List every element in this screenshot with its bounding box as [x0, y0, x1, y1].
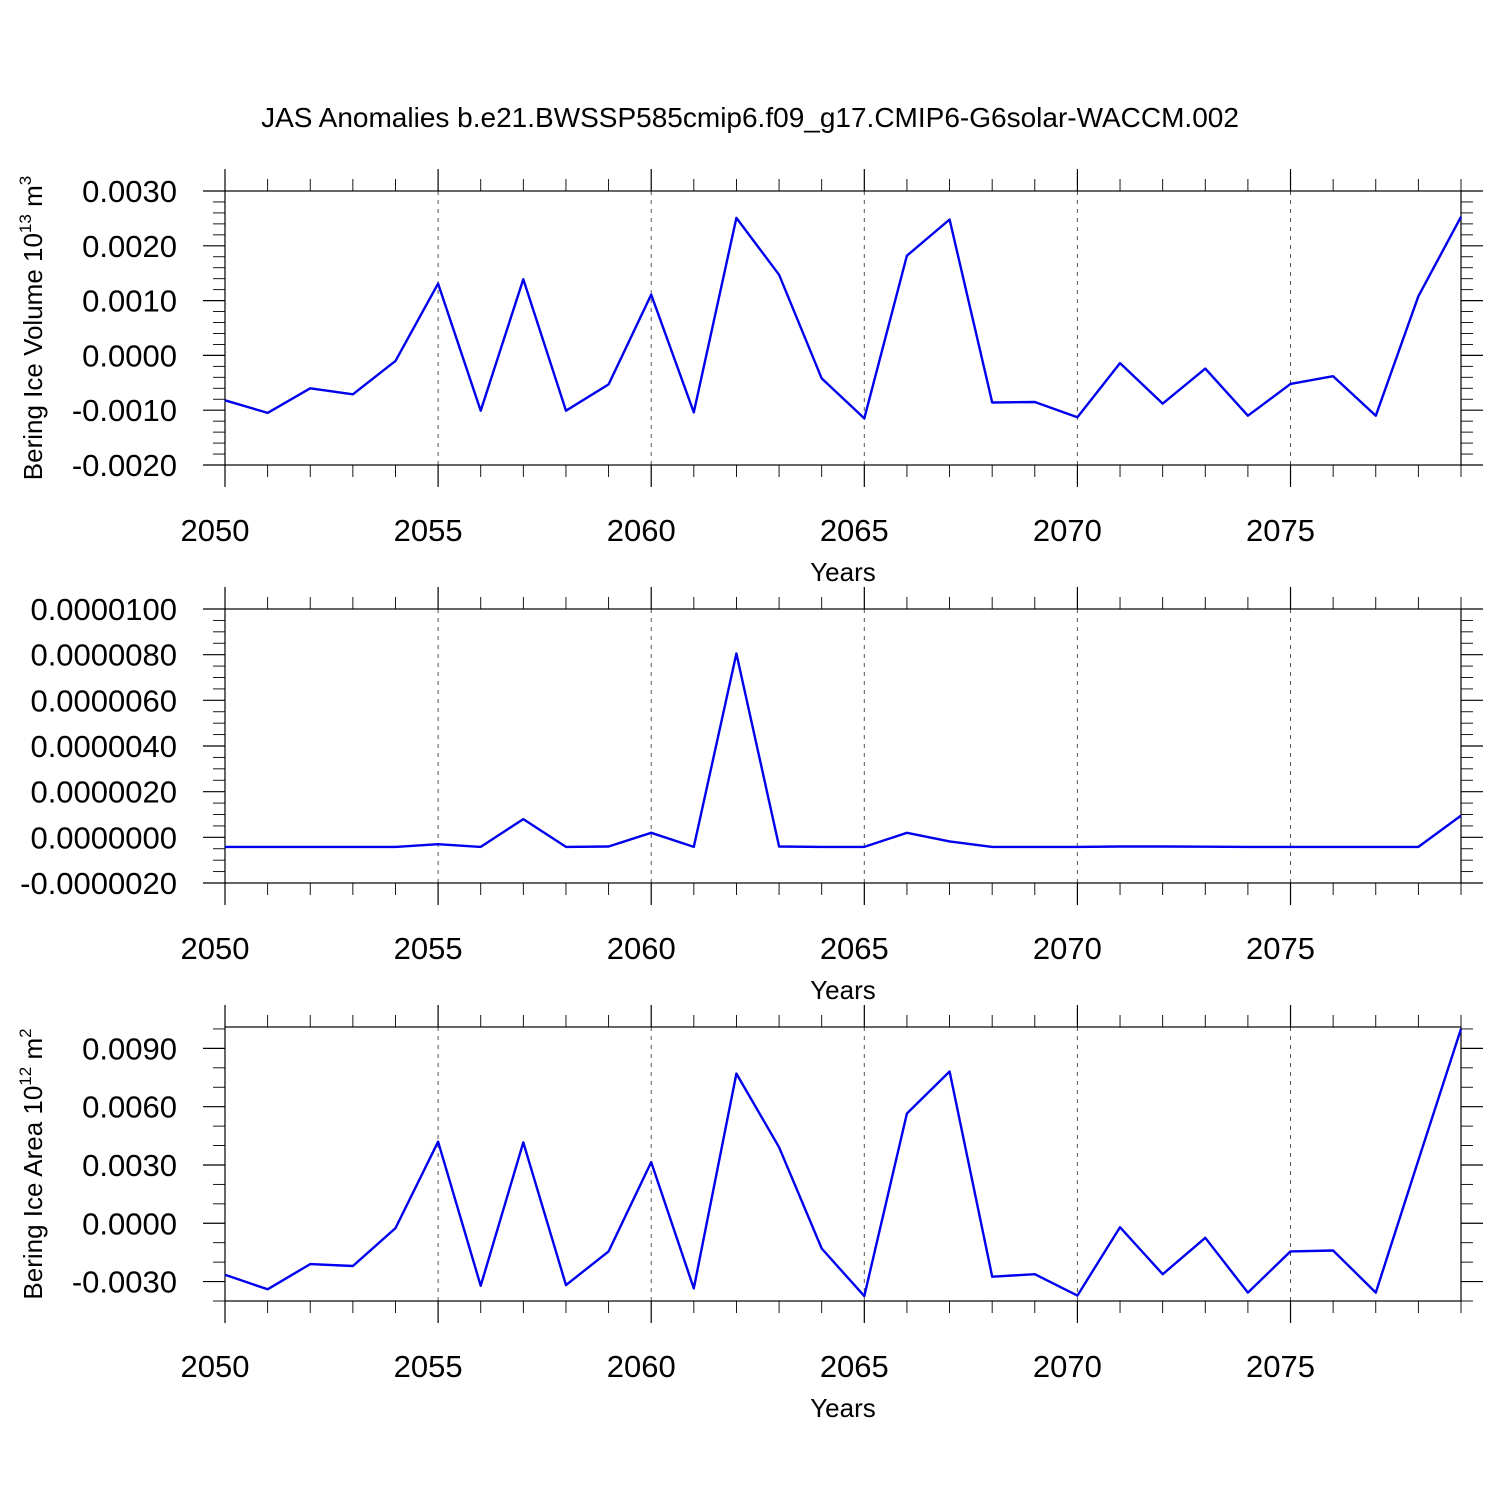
x-axis-label: Years: [810, 975, 876, 1005]
plot-frame: [224, 608, 1462, 884]
y-tick-label: 0.0020: [82, 229, 177, 264]
y-tick-label: -0.0010: [72, 393, 177, 428]
x-tick-label: 2065: [820, 1349, 889, 1384]
y-axis-label-unit-exponent: 2: [16, 1028, 35, 1037]
plot-frame: [224, 1026, 1462, 1302]
x-tick-label: 2060: [607, 1349, 676, 1384]
x-tick-label: 2050: [181, 513, 250, 548]
y-axis-label-text: Bering Ice Area 10: [18, 1086, 48, 1300]
x-axis-label: Years: [810, 557, 876, 587]
series-line: [225, 652, 1462, 849]
y-axis-label-exponent: 12: [16, 1067, 35, 1086]
x-tick-label: 2055: [394, 513, 463, 548]
panel-ice-volume: Bering Ice Volume 1013 m3 Years 2050 2055…: [16, 169, 1483, 587]
x-tick-label: 2060: [607, 513, 676, 548]
y-tick-label: 0.0000: [82, 1206, 177, 1241]
x-tick-label: 2070: [1033, 931, 1102, 966]
x-tick-label: 2065: [820, 513, 889, 548]
y-tick-label: 0.0000060: [30, 683, 177, 718]
x-tick-label: 2055: [394, 931, 463, 966]
y-tick-label: -0.0030: [72, 1265, 177, 1300]
x-tick-label: 2065: [820, 931, 889, 966]
chart-title: JAS Anomalies b.e21.BWSSP585cmip6.f09_g1…: [261, 102, 1239, 133]
x-tick-label: 2050: [181, 1349, 250, 1384]
y-tick-label: 0.0000000: [30, 820, 177, 855]
y-tick-label: 0.0000080: [30, 638, 177, 673]
y-axis-label: Bering Ice Area 1012 m2: [16, 1028, 48, 1299]
panel-middle: Years 2050 2055 2060 2065 2070 2075 -0.0000020…: [20, 587, 1483, 1005]
plot-frame: [224, 190, 1462, 466]
x-tick-label: 2075: [1246, 1349, 1315, 1384]
x-tick-label: 2055: [394, 1349, 463, 1384]
x-tick-label: 2050: [181, 931, 250, 966]
y-axis-label-unit: m: [18, 185, 48, 214]
y-tick-label: -0.0020: [72, 448, 177, 483]
series-line: [224, 216, 1463, 420]
y-axis-label-unit-exponent: 3: [16, 176, 35, 185]
y-tick-label: -0.0000020: [20, 866, 177, 901]
series-line: [224, 1028, 1463, 1298]
y-tick-label: 0.0000040: [30, 729, 177, 764]
x-axis-label: Years: [810, 1393, 876, 1423]
x-tick-label: 2060: [607, 931, 676, 966]
y-tick-label: 0.0000020: [30, 775, 177, 810]
x-tick-label: 2075: [1246, 513, 1315, 548]
y-tick-label: 0.0000: [82, 338, 177, 373]
x-tick-label: 2070: [1033, 513, 1102, 548]
y-axis-label-text: Bering Ice Volume 10: [18, 233, 48, 480]
y-tick-label: 0.0090: [82, 1031, 177, 1066]
y-axis-label-unit: m: [18, 1038, 48, 1067]
y-tick-label: 0.0060: [82, 1090, 177, 1125]
y-tick-label: 0.0030: [82, 1148, 177, 1183]
y-tick-label: 0.0000100: [30, 592, 177, 627]
y-tick-label: 0.0030: [82, 174, 177, 209]
y-axis-label-exponent: 13: [16, 214, 35, 233]
y-axis-label: Bering Ice Volume 1013 m3: [16, 176, 48, 480]
panel-ice-area: Bering Ice Area 1012 m2 Years 2050 2055 20…: [16, 1005, 1483, 1423]
x-tick-label: 2075: [1246, 931, 1315, 966]
x-tick-label: 2070: [1033, 1349, 1102, 1384]
y-tick-label: 0.0010: [82, 284, 177, 319]
